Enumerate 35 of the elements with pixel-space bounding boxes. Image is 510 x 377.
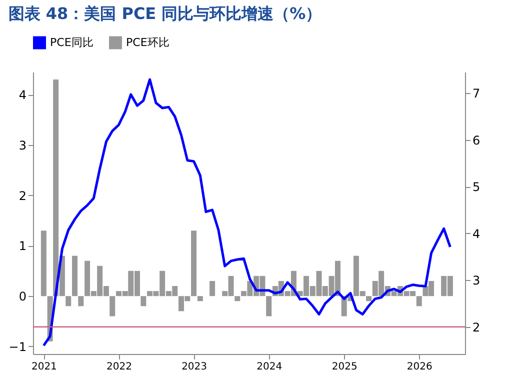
legend-label: PCE同比 xyxy=(50,36,94,49)
y-tick-label: 3 xyxy=(18,138,26,153)
y-tick-label: 4 xyxy=(18,88,26,102)
x-tick-label: 2024 xyxy=(256,362,282,372)
y-tick-label: 1 xyxy=(18,239,26,254)
bar xyxy=(191,230,197,296)
y-tick-label: 0 xyxy=(18,290,26,304)
bar xyxy=(366,296,372,302)
y2-tick-label: 4 xyxy=(472,226,480,241)
bar xyxy=(210,280,216,296)
legend-label: PCE环比 xyxy=(126,36,170,49)
bar xyxy=(197,296,203,302)
bar xyxy=(72,256,78,296)
x-tick-label: 2026 xyxy=(406,362,432,372)
x-tick-label: 2025 xyxy=(332,362,358,372)
line-series xyxy=(42,78,452,347)
x-tick-label: 2021 xyxy=(31,362,57,372)
chart-title: 图表 48：美国 PCE 同比与环比增速（%） xyxy=(8,4,322,23)
y2-tick-label: 6 xyxy=(472,133,480,148)
bar xyxy=(66,296,72,306)
y2-tick-label: 2 xyxy=(472,320,480,334)
bar xyxy=(110,296,116,316)
y2-tick-label: 3 xyxy=(472,274,480,288)
y2-tick-label: 5 xyxy=(472,180,480,194)
bar xyxy=(266,296,272,316)
y-tick-label: 2 xyxy=(18,188,26,203)
bar xyxy=(40,230,46,296)
bar xyxy=(234,296,240,302)
bar xyxy=(140,296,146,306)
x-tick-label: 2022 xyxy=(106,362,132,372)
x-tick-label: 2023 xyxy=(182,362,208,372)
bar xyxy=(78,296,84,306)
bar xyxy=(416,296,422,306)
y-tick-label: −1 xyxy=(8,340,26,354)
y2-tick-label: 7 xyxy=(472,86,480,101)
